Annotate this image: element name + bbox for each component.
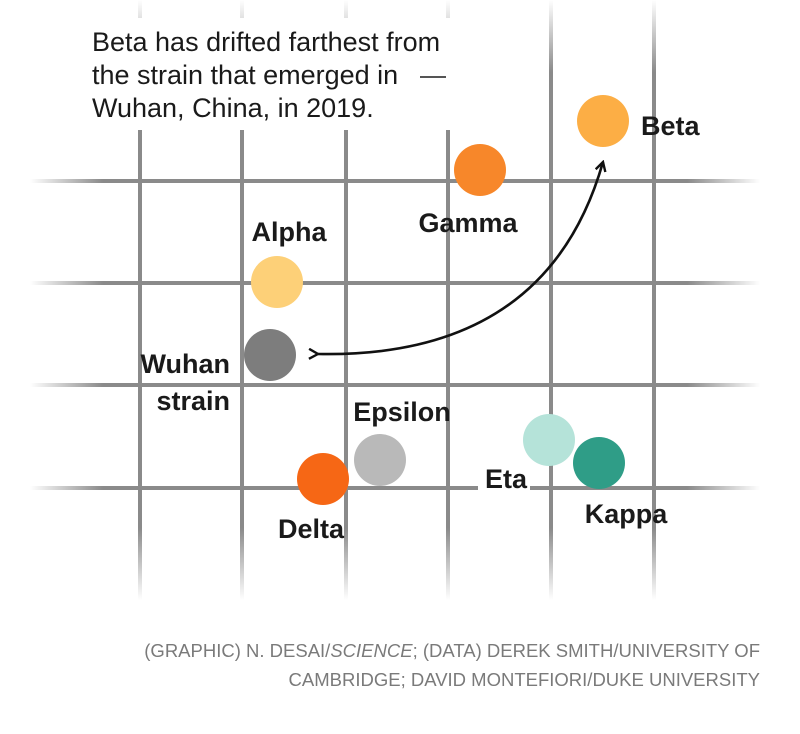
strain-label-kappa: Kappa <box>585 499 669 529</box>
strain-label-delta: Delta <box>278 514 345 544</box>
strain-point-eta <box>523 414 575 466</box>
grid-line-vertical <box>652 0 656 600</box>
strain-label-beta: Beta <box>641 111 701 141</box>
credit-publication: SCIENCE <box>330 640 413 661</box>
grid-line-horizontal <box>30 486 760 490</box>
annotation-line-3: Wuhan, China, in 2019. <box>92 93 374 123</box>
strain-points <box>244 95 629 505</box>
strain-label-eta: Eta <box>485 464 528 494</box>
strain-label-gamma: Gamma <box>418 208 518 238</box>
annotation-line-2: the strain that emerged in <box>92 60 398 90</box>
strain-label-alpha: Alpha <box>251 217 327 247</box>
antigenic-map: Beta has drifted farthest from the strai… <box>30 0 760 600</box>
drift-arrow <box>318 162 603 354</box>
strain-point-kappa <box>573 437 625 489</box>
credit-line: (GRAPHIC) N. DESAI/SCIENCE; (DATA) DEREK… <box>40 636 760 694</box>
strain-point-wuhan <box>244 329 296 381</box>
strain-point-gamma <box>454 144 506 196</box>
grid-line-horizontal <box>30 179 760 183</box>
grid-line-vertical <box>240 0 244 600</box>
grid-line-horizontal <box>30 281 760 285</box>
credit-line-2: CAMBRIDGE; DAVID MONTEFIORI/DUKE UNIVERS… <box>288 669 760 690</box>
credit-line-1: (GRAPHIC) N. DESAI/SCIENCE; (DATA) DEREK… <box>144 640 760 661</box>
annotation-line-1: Beta has drifted farthest from <box>92 27 440 57</box>
strain-label-wuhan-line-2: strain <box>156 386 230 416</box>
strain-label-eta-backdrop <box>478 462 530 496</box>
strain-point-epsilon <box>354 434 406 486</box>
strain-point-alpha <box>251 256 303 308</box>
annotation-backdrop <box>84 18 456 130</box>
strain-label-epsilon: Epsilon <box>353 397 451 427</box>
strain-label-wuhan-line-1: Wuhan <box>141 349 231 379</box>
grid-line-vertical <box>549 0 553 600</box>
grid-line-vertical <box>138 0 142 600</box>
strain-point-delta <box>297 453 349 505</box>
strain-point-beta <box>577 95 629 147</box>
grid-line-horizontal <box>30 383 760 387</box>
